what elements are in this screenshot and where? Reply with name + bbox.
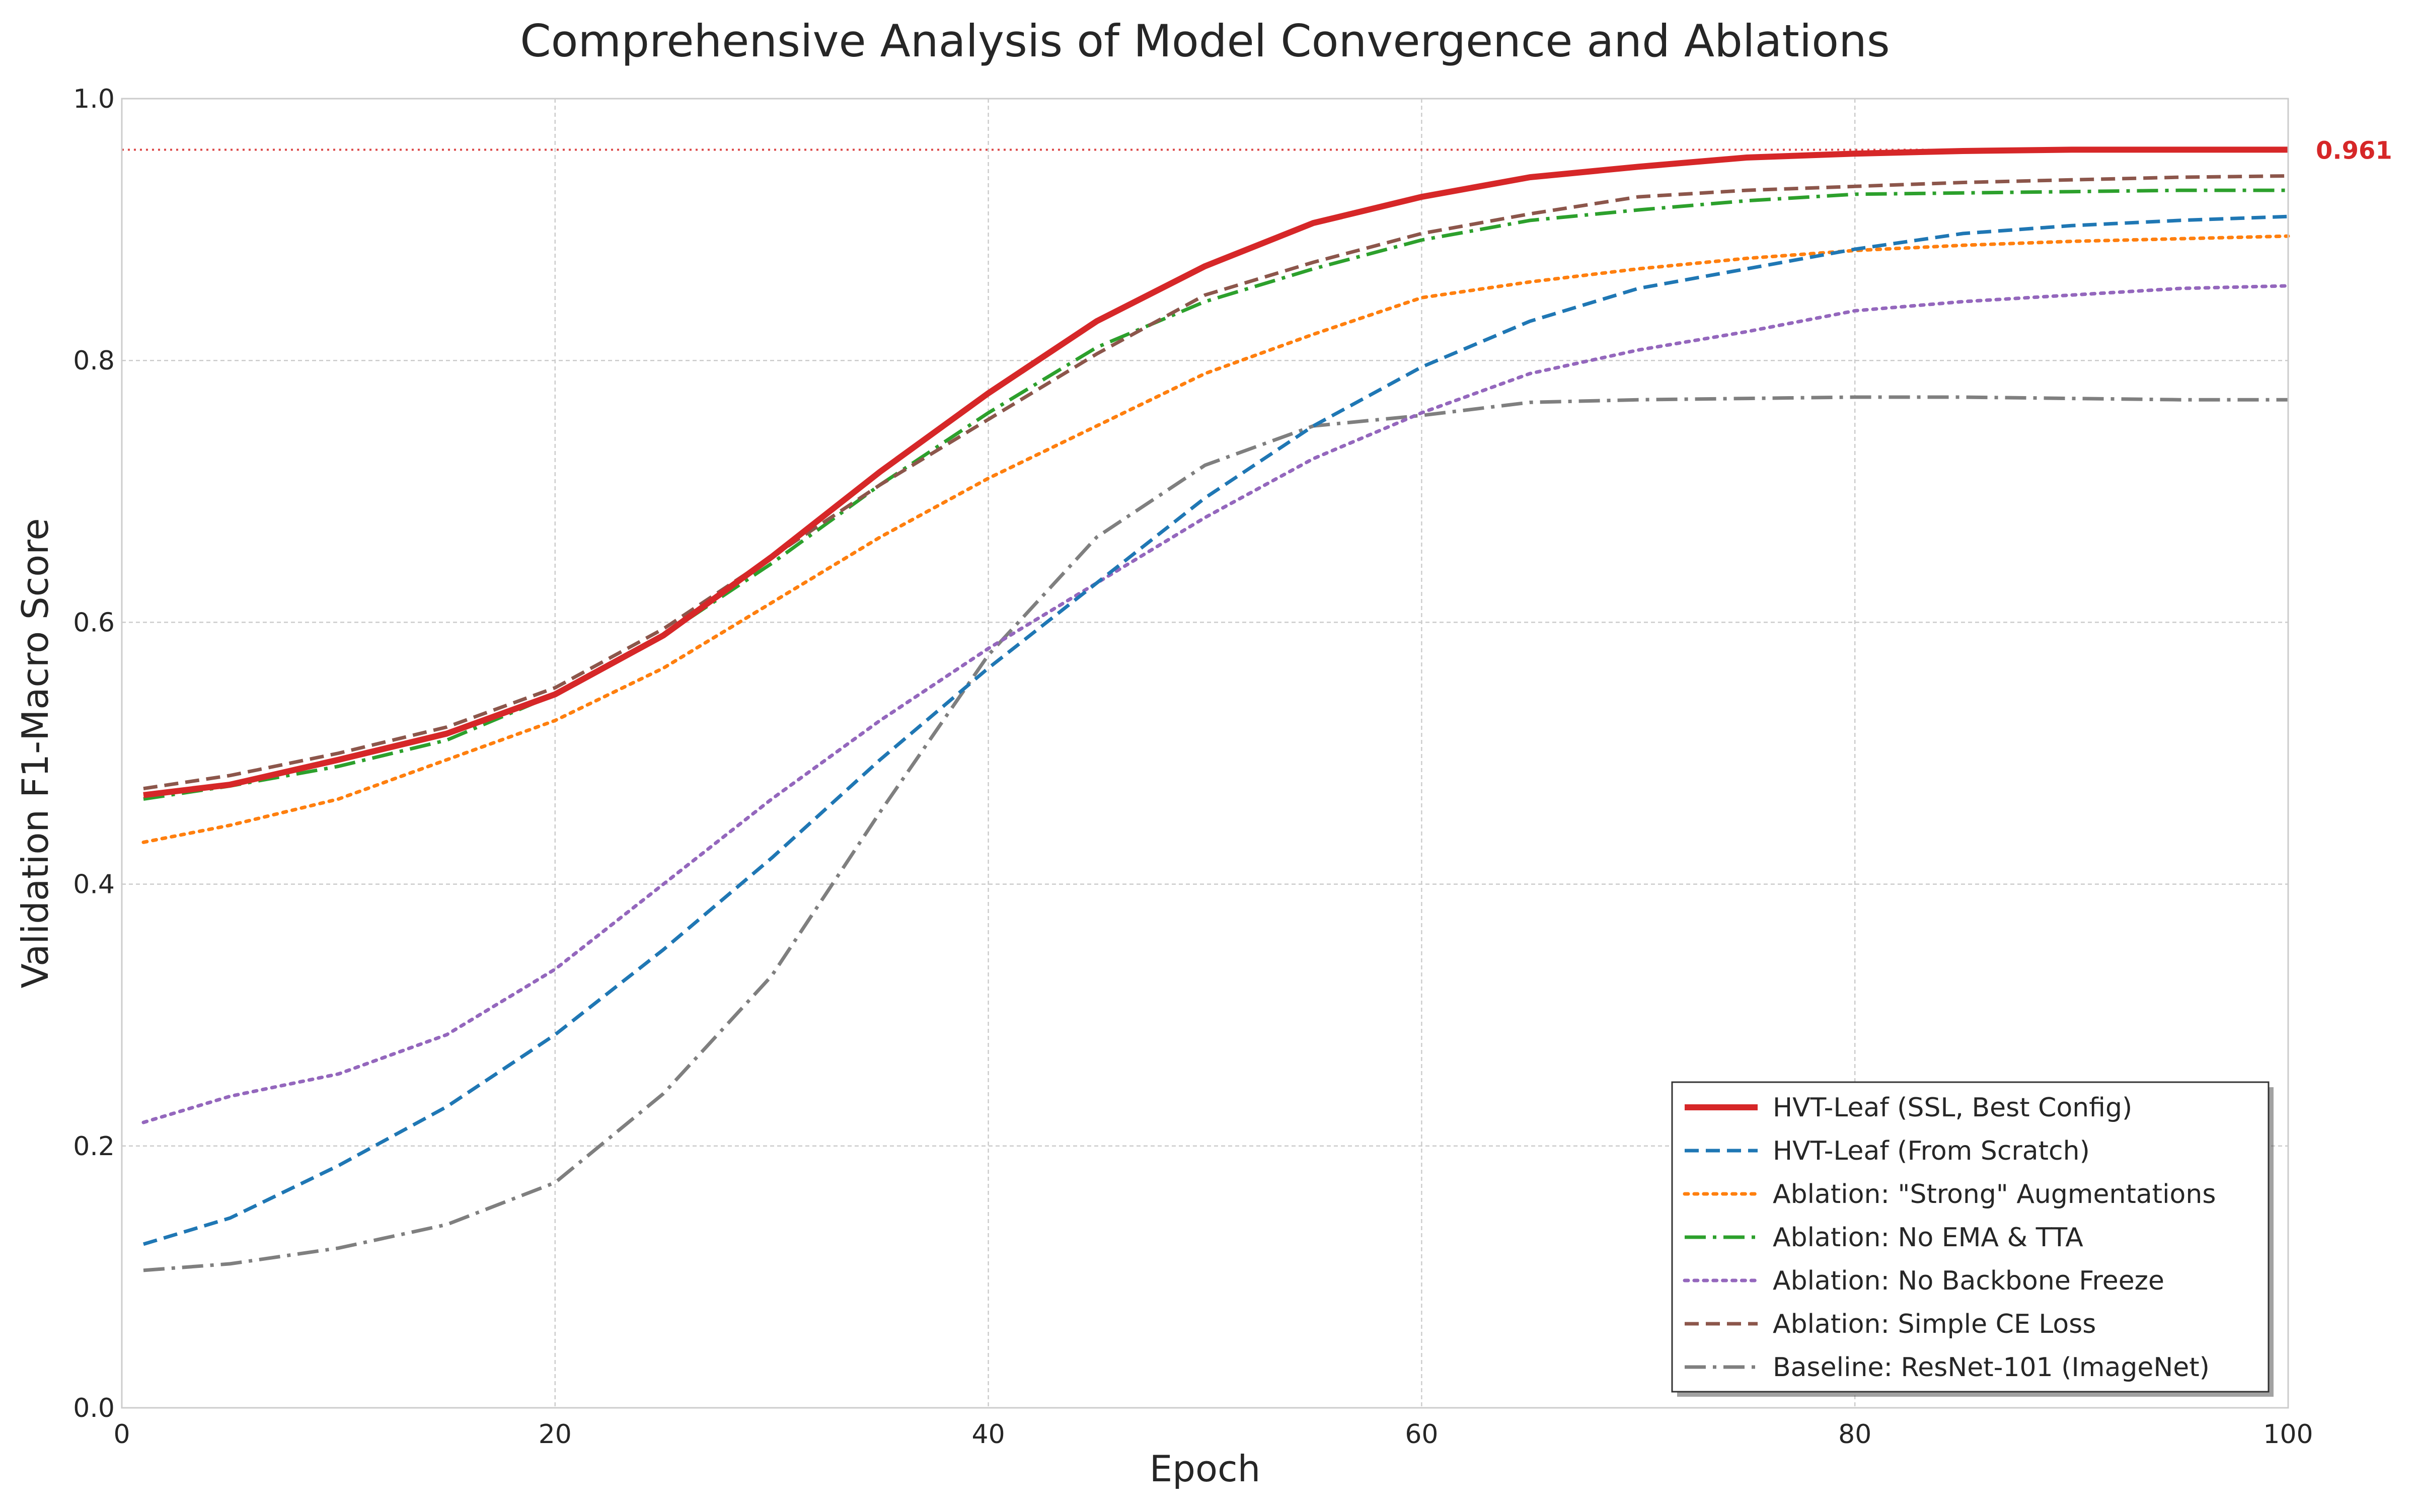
- legend-label-6: Baseline: ResNet-101 (ImageNet): [1773, 1352, 2210, 1383]
- x-tick-label: 100: [2263, 1419, 2313, 1450]
- y-tick-label: 0.6: [73, 608, 115, 638]
- series-line-4: [141, 284, 2290, 1124]
- chart-title: Comprehensive Analysis of Model Converge…: [520, 15, 1890, 67]
- legend-label-4: Ablation: No Backbone Freeze: [1773, 1266, 2164, 1296]
- reference-line-label: 0.961: [2316, 136, 2392, 165]
- legend: HVT-Leaf (SSL, Best Config) HVT-Leaf (Fro…: [1671, 1081, 2274, 1397]
- x-tick-label: 80: [1838, 1419, 1871, 1450]
- series-line-2: [141, 234, 2290, 844]
- y-tick-label: 0.4: [73, 870, 115, 900]
- legend-label-1: HVT-Leaf (From Scratch): [1773, 1136, 2090, 1166]
- x-tick-label: 40: [972, 1419, 1005, 1450]
- y-tick-label: 0.8: [73, 346, 115, 376]
- x-axis-label: Epoch: [1150, 1448, 1260, 1490]
- y-tick-label: 1.0: [73, 84, 115, 114]
- x-tick-label: 20: [539, 1419, 572, 1450]
- series-line-0: [143, 146, 2288, 798]
- y-tick-label: 0.2: [73, 1131, 115, 1162]
- legend-label-5: Ablation: Simple CE Loss: [1773, 1309, 2096, 1339]
- tick-labels: 0 20 40 60 80 100 0.0 0.2 0.4 0.6 0.8 1.0: [73, 84, 2313, 1450]
- x-tick-label: 60: [1405, 1419, 1438, 1450]
- legend-label-3: Ablation: No EMA & TTA: [1773, 1223, 2083, 1253]
- legend-label-0: HVT-Leaf (SSL, Best Config): [1773, 1093, 2132, 1123]
- series-line-1: [142, 214, 2289, 1246]
- series-line-6: [143, 395, 2288, 1272]
- series-line-5: [143, 174, 2289, 791]
- legend-label-2: Ablation: "Strong" Augmentations: [1773, 1179, 2216, 1209]
- y-tick-label: 0.0: [73, 1393, 115, 1423]
- plot-frame: [121, 98, 2289, 1409]
- x-tick-label: 0: [113, 1419, 130, 1450]
- y-axis-label: Validation F1-Macro Score: [14, 518, 56, 988]
- series-layer: [141, 146, 2290, 1272]
- legend-box: [1671, 1081, 2270, 1393]
- reference-line-layer: 0.961: [122, 136, 2392, 165]
